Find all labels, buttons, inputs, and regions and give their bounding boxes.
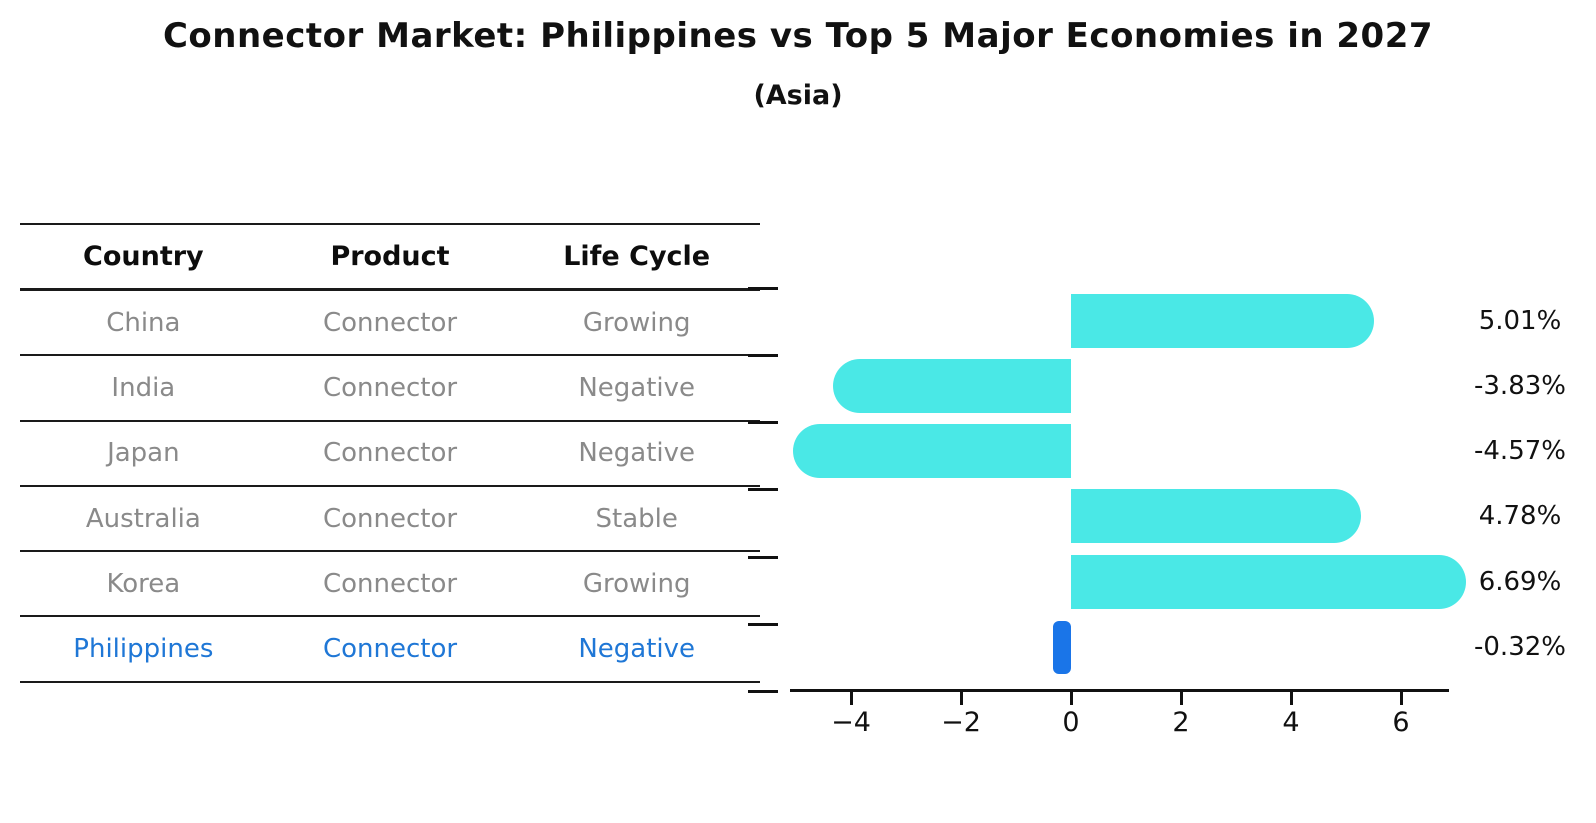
cell-life-cycle: Growing — [582, 568, 691, 599]
value-label-philippines: -0.32% — [1474, 632, 1566, 662]
cell-product: Connector — [322, 568, 458, 599]
x-axis-tick — [1069, 692, 1073, 705]
cell-life-cycle: Growing — [582, 307, 691, 338]
column-header-product: Product — [330, 241, 450, 272]
x-axis-tick-label: 6 — [1392, 707, 1410, 738]
x-axis-tick-label: 2 — [1172, 707, 1190, 738]
y-axis-tick — [748, 421, 778, 425]
x-axis-tick — [849, 692, 853, 705]
cell-product: Connector — [322, 503, 458, 534]
table-row-australia: Australia Connector Stable — [20, 487, 760, 553]
column-header-life-cycle: Life Cycle — [563, 241, 711, 272]
bar-india — [833, 358, 1071, 413]
cell-product: Connector — [322, 438, 458, 469]
x-axis-tick-label: −4 — [831, 707, 871, 738]
cell-country: Philippines — [73, 634, 214, 665]
x-axis-tick-label: 4 — [1282, 707, 1300, 738]
cell-life-cycle: Negative — [578, 634, 696, 665]
bar-china — [1071, 293, 1374, 348]
cell-product: Connector — [322, 307, 458, 338]
y-axis-tick — [748, 353, 778, 357]
value-label-china: 5.01% — [1478, 305, 1562, 336]
y-axis-tick — [748, 286, 778, 290]
bar-philippines — [1053, 621, 1071, 674]
y-axis-tick — [748, 488, 778, 492]
table-row-korea: Korea Connector Growing — [20, 552, 760, 618]
x-axis-tick — [1179, 692, 1183, 705]
comparison-table: Country Product Life Cycle China Connecto… — [20, 223, 760, 683]
cell-product: Connector — [322, 634, 458, 665]
bar-korea — [1071, 554, 1466, 609]
bar-japan — [792, 424, 1071, 479]
cell-country: China — [106, 307, 181, 338]
table-row-india: India Connector Negative — [20, 356, 760, 422]
value-label-australia: 4.78% — [1478, 501, 1562, 532]
x-axis-tick — [1289, 692, 1293, 705]
value-label-japan: -4.57% — [1474, 436, 1566, 467]
y-axis-tick — [748, 690, 778, 694]
chart-subtitle: (Asia) — [753, 80, 843, 111]
x-axis-tick-label: 0 — [1062, 707, 1080, 738]
chart-title: Connector Market: Philippines vs Top 5 M… — [162, 16, 1434, 56]
cell-country: Japan — [107, 438, 180, 469]
cell-product: Connector — [322, 372, 458, 403]
x-axis-tick — [1399, 692, 1403, 705]
x-axis-tick-label: −2 — [941, 707, 981, 738]
table-header-row: Country Product Life Cycle — [20, 223, 760, 291]
table-body: China Connector Growing India Connector Negat… — [20, 291, 760, 683]
value-label-india: -3.83% — [1474, 370, 1566, 401]
cell-life-cycle: Stable — [595, 503, 678, 534]
table-row-japan: Japan Connector Negative — [20, 422, 760, 487]
value-label-korea: 6.69% — [1478, 566, 1562, 597]
cell-country: Australia — [85, 503, 201, 534]
bar-australia — [1071, 489, 1361, 544]
table-row-china: China Connector Growing — [20, 291, 760, 357]
cell-country: India — [111, 372, 176, 403]
y-axis-tick — [748, 623, 778, 627]
table-row-philippines: Philippines Connector Negative — [20, 617, 760, 683]
x-axis-tick — [959, 692, 963, 705]
cell-life-cycle: Negative — [578, 372, 696, 403]
cell-life-cycle: Negative — [578, 438, 696, 469]
cell-country: Korea — [106, 568, 181, 599]
y-axis-tick — [748, 555, 778, 559]
column-header-country: Country — [83, 241, 204, 272]
x-axis-line — [790, 689, 1449, 692]
